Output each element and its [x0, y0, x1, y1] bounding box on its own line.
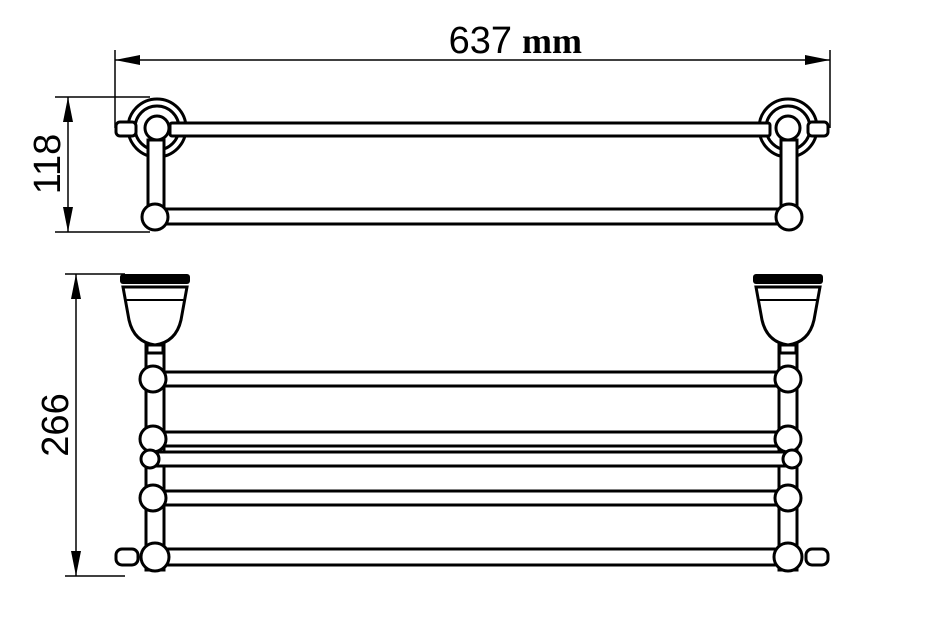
right-wall-mount: [753, 274, 823, 355]
front-right-end-finial: [804, 547, 830, 567]
front-bar-3: [148, 450, 792, 468]
right-mount-collar: [778, 343, 798, 355]
right-lower-knob: [774, 202, 804, 232]
front-left-knob-1: [138, 364, 168, 394]
front-bar-5: [148, 547, 792, 567]
right-mount-plate: [753, 274, 823, 284]
front-view: [114, 274, 830, 573]
front-left-knob-4: [138, 483, 168, 513]
right-wall-flange-boss: [774, 114, 802, 142]
top-view-lower-rail: [148, 207, 792, 226]
front-right-knob-5: [772, 541, 804, 573]
left-wall-flange-boss: [143, 114, 171, 142]
front-bar-2: [148, 430, 792, 448]
left-post: [146, 138, 166, 214]
height-top-dimension: 118: [27, 96, 150, 233]
right-end-cap: [806, 120, 830, 138]
front-left-knob-5: [139, 541, 171, 573]
right-post: [779, 138, 799, 214]
front-left-end-finial: [114, 547, 140, 567]
width-arrow-right: [805, 55, 830, 65]
front-bar-1: [148, 370, 792, 388]
left-wall-mount: [120, 274, 190, 355]
front-left-knob-2: [138, 424, 168, 454]
width-arrow-left: [115, 55, 140, 65]
front-bar-4: [148, 489, 792, 507]
front-right-knob-3: [781, 448, 803, 470]
left-mount-plate: [120, 274, 190, 284]
height-top-value: 118: [27, 134, 69, 195]
right-mount-bell: [754, 285, 822, 347]
left-mount-collar: [145, 343, 165, 355]
left-end-cap: [114, 120, 138, 138]
height-front-arrow-up: [71, 274, 81, 299]
top-view-upper-rail-front: [168, 121, 772, 138]
left-lower-knob: [140, 202, 170, 232]
height-front-value: 266: [35, 393, 77, 456]
width-unit: mm: [522, 21, 582, 61]
front-left-knob-3: [139, 448, 161, 470]
width-value: 637: [449, 20, 512, 62]
top-view: [114, 97, 830, 232]
height-top-arrow-up: [63, 97, 73, 122]
front-right-knob-2: [773, 424, 803, 454]
front-right-knob-4: [773, 483, 803, 513]
left-mount-bell: [121, 285, 189, 347]
front-right-knob-1: [773, 364, 803, 394]
width-dimension: 637 mm: [114, 20, 831, 128]
height-front-arrow-down: [71, 551, 81, 576]
height-front-dimension: 266: [35, 273, 125, 577]
height-top-arrow-down: [63, 207, 73, 232]
